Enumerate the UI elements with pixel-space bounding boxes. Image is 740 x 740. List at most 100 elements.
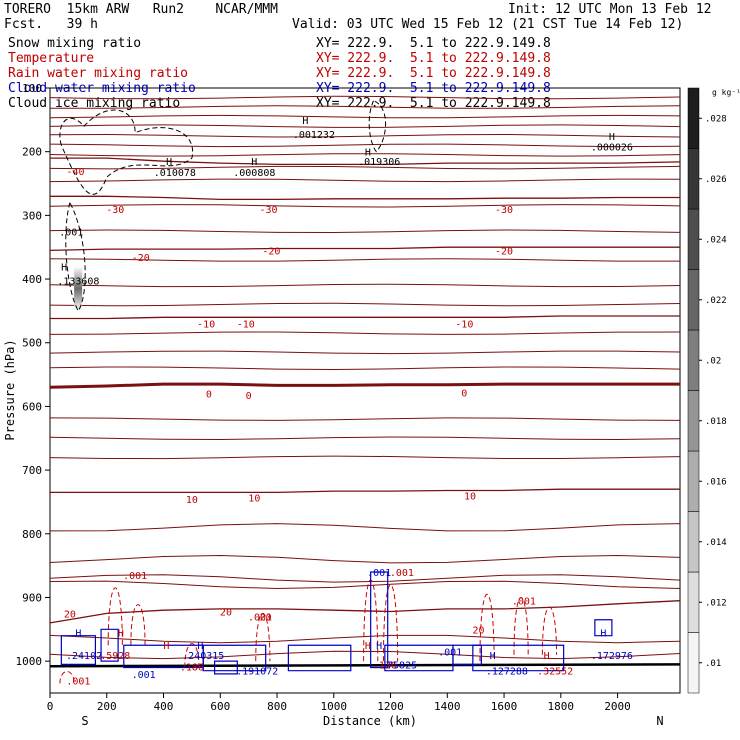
maximum-h-mark: H (302, 116, 308, 127)
pressure-line (49, 554, 681, 564)
isotherm-label: 10 (186, 495, 198, 506)
y-tick-label: 200 (22, 146, 42, 159)
forecast-hour: Fcst. 39 h (4, 17, 98, 32)
ground-line (49, 663, 681, 668)
field-name-temperature: Temperature (8, 51, 95, 66)
y-axis: 100 200 300 400 500 600 700 800 900 1000 (16, 82, 50, 668)
isotherm-label: 20 (64, 609, 76, 620)
isotherm-label: 0 (246, 391, 252, 402)
isotherm--20 (49, 246, 680, 252)
isotherm-20 (49, 600, 681, 624)
maximum-label: .191072 (236, 667, 278, 678)
isotherm-label: 20 (220, 607, 232, 618)
cloud-ice-contour (59, 109, 194, 195)
colorbar-tick-label: .028 (705, 114, 727, 124)
rain-contour (255, 612, 271, 662)
x-tick-label: 1800 (548, 700, 575, 713)
isotherm-10 (50, 488, 680, 494)
pressure-line (49, 178, 681, 183)
field-xy-rain: XY= 222.9. 5.1 to 222.9.149.8 (316, 66, 551, 81)
colorbar-swatch (687, 329, 700, 391)
colorbar-swatch (687, 511, 700, 573)
snow-contour (65, 202, 86, 312)
rain-contour (130, 604, 146, 646)
y-tick-label: 900 (22, 591, 42, 604)
pressure-line (49, 417, 681, 421)
maximum-label: .001 (390, 568, 414, 579)
maximum-label: .240315 (182, 651, 224, 662)
model-title: TORERO 15km ARW Run2 NCAR/MMM (4, 2, 278, 17)
field-xy-snow: XY= 222.9. 5.1 to 222.9.149.8 (316, 36, 551, 51)
valid-time: Valid: 03 UTC Wed 15 Feb 12 (21 CST Tue … (292, 17, 684, 32)
cloud-water-contour (594, 619, 613, 637)
pressure-line (49, 95, 681, 100)
colorbar-tick-label: .016 (705, 477, 727, 487)
pressure-line (49, 133, 681, 138)
x-tick-label: 600 (210, 700, 230, 713)
x-tick-label: 1000 (321, 700, 348, 713)
colorbar: .01 .012 .014 .016 .018 .02 .022 .024 .026 .028 (687, 87, 727, 694)
maximum-h-mark: H (490, 651, 496, 662)
rain-contour (382, 584, 399, 662)
maximum-h-mark: H (163, 641, 169, 652)
hydrometeor-contours (59, 100, 613, 684)
maximum-label: .136 (373, 660, 397, 671)
x-endpoint-left: S (81, 714, 88, 728)
isotherm-label: -10 (237, 320, 255, 331)
plot-frame (49, 87, 681, 694)
pressure-line (49, 204, 681, 208)
y-axis-label: Pressure (hPa) (3, 339, 17, 440)
pressure-line (49, 366, 681, 371)
maximum-h-mark: H (197, 641, 203, 652)
cloud-water-contour (452, 644, 482, 665)
isotherm-0 (49, 382, 680, 389)
rain-contour (59, 671, 75, 684)
pressure-line (49, 165, 681, 170)
cloud-water-contour (202, 644, 267, 672)
isotherm-label: 20 (260, 613, 272, 624)
x-tick-label: 800 (267, 700, 287, 713)
y-tick-label: 1000 (16, 655, 43, 668)
colorbar-swatch (687, 450, 700, 512)
pressure-line (49, 455, 681, 460)
isotherm--40 (50, 157, 681, 166)
isotherm-label: -20 (132, 253, 150, 264)
isotherm-label: -20 (262, 246, 280, 257)
colorbar-tick-label: .014 (705, 538, 727, 548)
colorbar-swatch (687, 269, 700, 331)
temperature-isotherms (49, 157, 681, 668)
maximum-label: .001 (248, 613, 272, 624)
isotherm--10 (50, 315, 680, 320)
isotherm-label: -40 (67, 167, 85, 178)
field-name-snow: Snow mixing ratio (8, 36, 142, 51)
x-tick-label: 1400 (434, 700, 461, 713)
maximum-label: .001 (59, 227, 83, 238)
pressure-line (49, 143, 681, 148)
maximum-label: .133608 (57, 276, 99, 287)
maximum-h-mark: H (544, 651, 550, 662)
y-tick-label: 600 (22, 400, 42, 413)
pressure-line (49, 302, 681, 307)
colorbar-tick-label: .018 (705, 417, 727, 427)
maximum-label: .32552 (537, 667, 573, 678)
y-tick-label: 700 (22, 464, 42, 477)
pressure-line (49, 331, 681, 335)
cloud-water-contour (60, 635, 97, 665)
maximum-label: .001232 (293, 130, 335, 141)
isotherm-label: 0 (461, 388, 467, 399)
pressure-line (49, 574, 681, 583)
maximum-label: .001 (512, 597, 536, 608)
isotherm-label: -20 (495, 246, 513, 257)
maximum-h-mark: H (600, 629, 606, 640)
x-tick-label: 200 (97, 700, 117, 713)
maximum-h-mark: H (365, 641, 371, 652)
maximum-label: .001 (66, 676, 90, 687)
init-time: Init: 12 UTC Mon 13 Feb 12 (508, 2, 712, 17)
colorbar-swatch (687, 87, 700, 149)
pressure-line (49, 105, 681, 109)
isotherm-label: -30 (259, 205, 277, 216)
pressure-line (49, 283, 681, 288)
colorbar-tick-label: .024 (705, 235, 727, 245)
y-tick-label: 100 (22, 82, 42, 95)
